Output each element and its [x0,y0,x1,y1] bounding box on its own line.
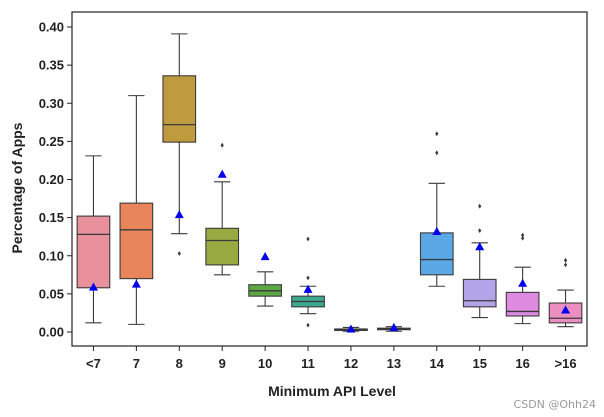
outlier-point [563,257,568,263]
outlier-point [521,235,525,241]
box-group [76,155,111,324]
mean-marker [174,210,184,219]
mean-marker [260,252,270,261]
x-tick-label: 14 [430,356,445,371]
x-tick-label: >16 [555,356,577,371]
box-group [419,131,454,287]
box-group [119,95,154,325]
x-tick-label: <7 [86,356,101,371]
x-tick-label: 16 [515,356,529,371]
box-iqr [205,227,240,266]
x-axis-label: Minimum API Level [268,383,396,399]
x-tick-label: 9 [219,356,226,371]
y-tick-label: 0.10 [39,248,64,263]
x-tick-label: 8 [176,356,183,371]
outlier-point [435,150,439,156]
box-iqr [419,232,454,276]
outlier-point [563,262,568,268]
box-iqr [505,291,540,317]
box-group [377,322,411,332]
x-tick-label: 11 [301,356,315,371]
box-group [291,236,325,328]
box-group [462,203,497,319]
mean-marker [217,169,227,178]
mean-marker [389,322,399,332]
box-group [205,142,240,276]
y-axis: 0.00 0.05 0.10 0.15 0.20 0.25 0.30 0.35 0.40 [39,20,72,340]
y-tick-label: 0.20 [39,172,64,187]
box-group [248,252,282,307]
outlier-point [306,275,310,281]
mean-marker [561,305,571,314]
x-axis: <7 7 8 9 10 11 12 13 14 15 16 >16 [86,346,577,371]
outlier-point [435,131,439,137]
outlier-point [521,232,525,238]
y-tick-label: 0.05 [39,286,64,301]
box-iqr [162,75,197,143]
mean-marker [346,324,356,333]
y-tick-label: 0.15 [39,210,64,225]
outlier-point [478,203,482,209]
x-tick-label: 7 [133,356,140,371]
watermark: CSDN @Ohh24 [513,398,596,411]
x-tick-label: 15 [472,356,486,371]
mean-marker [432,226,442,235]
y-tick-label: 0.00 [39,325,64,340]
y-axis-label: Percentage of Apps [9,122,25,253]
outlier-point [478,228,482,233]
y-tick-label: 0.40 [39,20,64,35]
mean-marker [88,282,98,291]
mean-marker [475,242,485,251]
box-iqr [76,215,111,289]
box-group [162,33,197,256]
box-iqr [119,202,154,280]
x-tick-label: 12 [344,356,358,371]
outlier-point [177,251,181,256]
y-tick-label: 0.25 [39,134,64,149]
x-tick-label: 10 [258,356,272,371]
mean-marker [131,279,141,288]
box-group [548,257,583,328]
y-tick-label: 0.35 [39,58,64,73]
x-tick-label: 13 [387,356,401,371]
mean-marker [303,284,313,293]
y-tick-label: 0.30 [39,96,64,111]
outlier-point [220,142,224,148]
box-group [334,324,368,333]
outlier-point [306,322,310,328]
mean-marker [518,278,528,287]
box-series [76,33,583,333]
box-iqr [462,278,497,308]
box-group [505,232,540,325]
outlier-point [306,236,310,242]
